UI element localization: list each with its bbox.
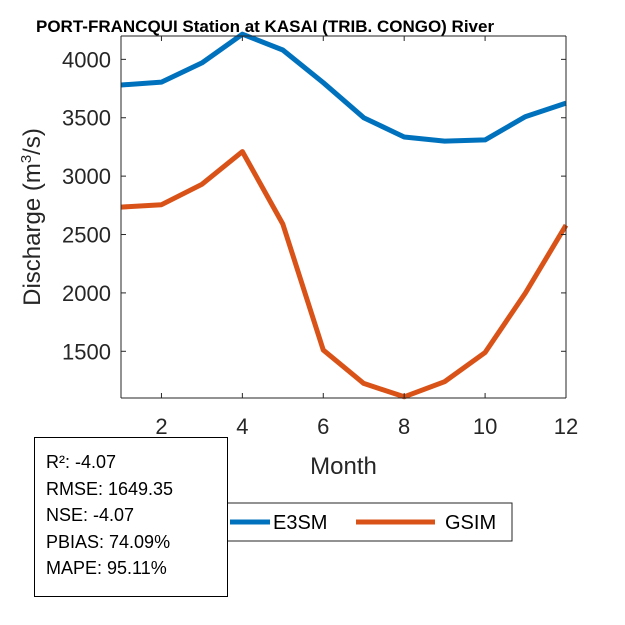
x-tick-label: 6 <box>317 414 329 439</box>
series-line-e3sm <box>120 31 567 144</box>
stats-box: R²: -4.07 RMSE: 1649.35 NSE: -4.07 PBIAS… <box>34 437 228 597</box>
y-tick-label: 3500 <box>62 106 111 131</box>
legend-label-gsim: GSIM <box>445 512 496 534</box>
x-axis-label: Month <box>310 453 377 480</box>
tick-layer: 2 4 6 8 10 12 1500 2000 2500 3000 3500 4000 <box>62 36 578 439</box>
y-axis-label-sup: 3 <box>18 155 35 163</box>
plot-area <box>121 36 566 398</box>
y-tick-label: 3000 <box>62 164 111 189</box>
y-tick-label: 4000 <box>62 47 111 72</box>
stat-nse: NSE: -4.07 <box>46 505 135 526</box>
stat-rmse: RMSE: 1649.35 <box>46 478 174 499</box>
y-axis-label-main: Discharge (m <box>19 163 46 306</box>
y-tick-label: 2500 <box>62 223 111 248</box>
x-tick-label: 8 <box>398 414 410 439</box>
legend: E3SM GSIM <box>225 502 513 542</box>
series-line-gsim <box>120 149 569 400</box>
stat-mape: MAPE: 95.11% <box>46 558 167 579</box>
x-tick-label: 4 <box>236 414 248 439</box>
chart-title: PORT-FRANCQUI Station at KASAI (TRIB. CO… <box>36 17 494 36</box>
y-tick-label: 1500 <box>62 339 111 364</box>
x-tick-label: 10 <box>473 414 497 439</box>
series-layer <box>120 31 569 400</box>
stat-pbias: PBIAS: 74.09% <box>46 531 171 552</box>
stat-r2: R²: -4.07 <box>46 452 117 472</box>
y-axis-label: Discharge (m3/s) <box>18 128 46 306</box>
y-axis-label-end: /s) <box>19 128 46 155</box>
y-tick-label: 2000 <box>62 281 111 306</box>
x-tick-label: 2 <box>155 414 167 439</box>
legend-label-e3sm: E3SM <box>273 512 327 534</box>
x-tick-label: 12 <box>554 414 578 439</box>
